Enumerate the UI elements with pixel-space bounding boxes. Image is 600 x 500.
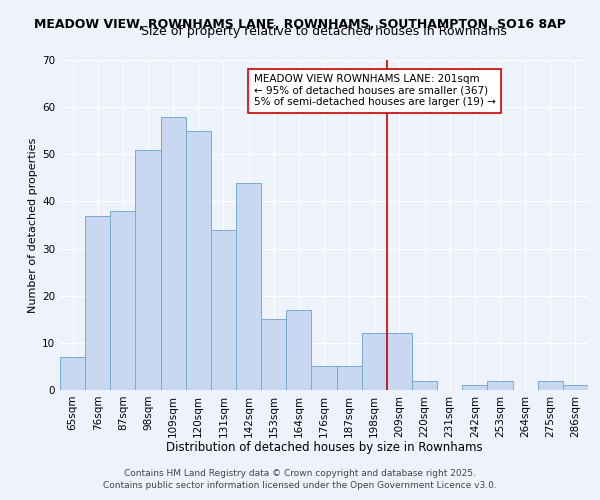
Title: Size of property relative to detached houses in Rownhams: Size of property relative to detached ho… bbox=[141, 25, 507, 38]
Bar bbox=[60, 357, 85, 390]
Text: Contains HM Land Registry data © Crown copyright and database right 2025.
Contai: Contains HM Land Registry data © Crown c… bbox=[103, 468, 497, 490]
Bar bbox=[211, 230, 236, 390]
Bar bbox=[311, 366, 337, 390]
Bar bbox=[85, 216, 110, 390]
Bar bbox=[186, 130, 211, 390]
Bar bbox=[261, 320, 286, 390]
Bar bbox=[462, 386, 487, 390]
Bar bbox=[337, 366, 362, 390]
Bar bbox=[286, 310, 311, 390]
Bar bbox=[362, 334, 387, 390]
Bar bbox=[110, 211, 136, 390]
Bar bbox=[412, 380, 437, 390]
Text: MEADOW VIEW, ROWNHAMS LANE, ROWNHAMS, SOUTHAMPTON, SO16 8AP: MEADOW VIEW, ROWNHAMS LANE, ROWNHAMS, SO… bbox=[34, 18, 566, 30]
Bar bbox=[161, 116, 186, 390]
Bar bbox=[236, 182, 261, 390]
Text: MEADOW VIEW ROWNHAMS LANE: 201sqm
← 95% of detached houses are smaller (367)
5% : MEADOW VIEW ROWNHAMS LANE: 201sqm ← 95% … bbox=[254, 74, 496, 108]
Bar bbox=[487, 380, 512, 390]
Y-axis label: Number of detached properties: Number of detached properties bbox=[28, 138, 38, 312]
Bar bbox=[136, 150, 161, 390]
Bar bbox=[387, 334, 412, 390]
X-axis label: Distribution of detached houses by size in Rownhams: Distribution of detached houses by size … bbox=[166, 441, 482, 454]
Bar bbox=[538, 380, 563, 390]
Bar bbox=[563, 386, 588, 390]
